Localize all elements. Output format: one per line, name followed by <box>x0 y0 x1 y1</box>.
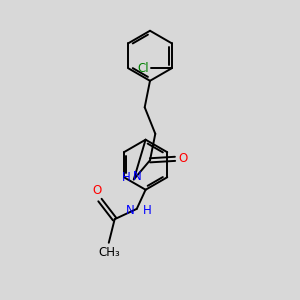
Text: H: H <box>143 204 152 217</box>
Text: N: N <box>133 170 142 183</box>
Text: Cl: Cl <box>137 62 149 75</box>
Text: O: O <box>178 152 187 165</box>
Text: CH₃: CH₃ <box>98 246 120 259</box>
Text: O: O <box>92 184 102 197</box>
Text: N: N <box>126 204 134 217</box>
Text: H: H <box>122 172 131 184</box>
